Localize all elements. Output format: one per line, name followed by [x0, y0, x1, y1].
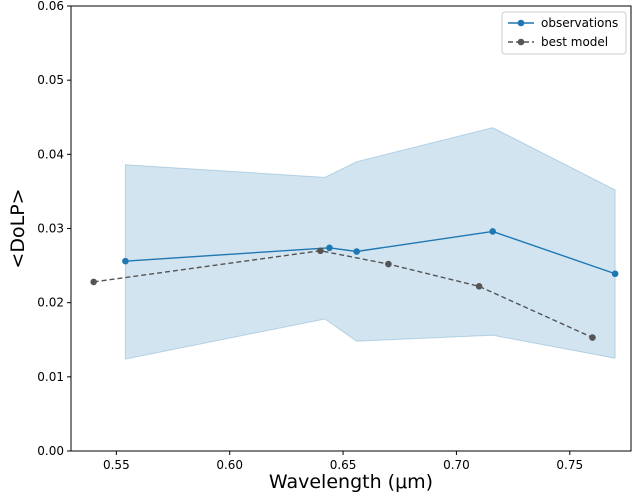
y-tick-label: 0.00 — [37, 444, 64, 458]
data-point-best-model — [476, 283, 483, 290]
data-point-observations — [353, 248, 360, 255]
y-tick-label: 0.01 — [37, 370, 64, 384]
x-tick-label: 0.60 — [216, 458, 243, 472]
data-point-best-model — [317, 247, 324, 254]
y-tick-label: 0.02 — [37, 296, 64, 310]
y-tick-label: 0.04 — [37, 147, 64, 161]
data-point-best-model — [385, 261, 392, 268]
y-tick-label: 0.03 — [37, 222, 64, 236]
x-tick-label: 0.55 — [103, 458, 130, 472]
data-point-observations — [489, 228, 496, 235]
data-point-observations — [326, 244, 333, 251]
y-tick-label: 0.06 — [37, 0, 64, 13]
data-point-best-model — [589, 334, 596, 341]
uncertainty-band — [125, 128, 615, 359]
legend-marker-best-model — [518, 39, 525, 46]
x-axis-title: Wavelength (μm) — [269, 471, 433, 493]
data-point-observations — [612, 270, 619, 277]
x-tick-label: 0.65 — [330, 458, 357, 472]
x-tick-label: 0.75 — [556, 458, 583, 472]
data-point-best-model — [90, 279, 97, 286]
legend-label-best-model: best model — [541, 35, 608, 49]
x-tick-label: 0.70 — [443, 458, 470, 472]
uncertainty-band-layer — [125, 128, 615, 359]
legend-marker-observations — [518, 20, 525, 27]
legend-label-observations: observations — [541, 16, 618, 30]
y-tick-label: 0.05 — [37, 73, 64, 87]
x-axis-ticks: 0.55 0.60 0.65 0.70 0.75 — [103, 451, 583, 472]
y-axis-ticks: 0.00 0.01 0.02 0.03 0.04 0.05 0.06 — [37, 0, 71, 458]
data-point-observations — [122, 258, 129, 265]
legend: observations best model — [502, 12, 626, 54]
y-axis-title: <DoLP> — [7, 188, 29, 268]
